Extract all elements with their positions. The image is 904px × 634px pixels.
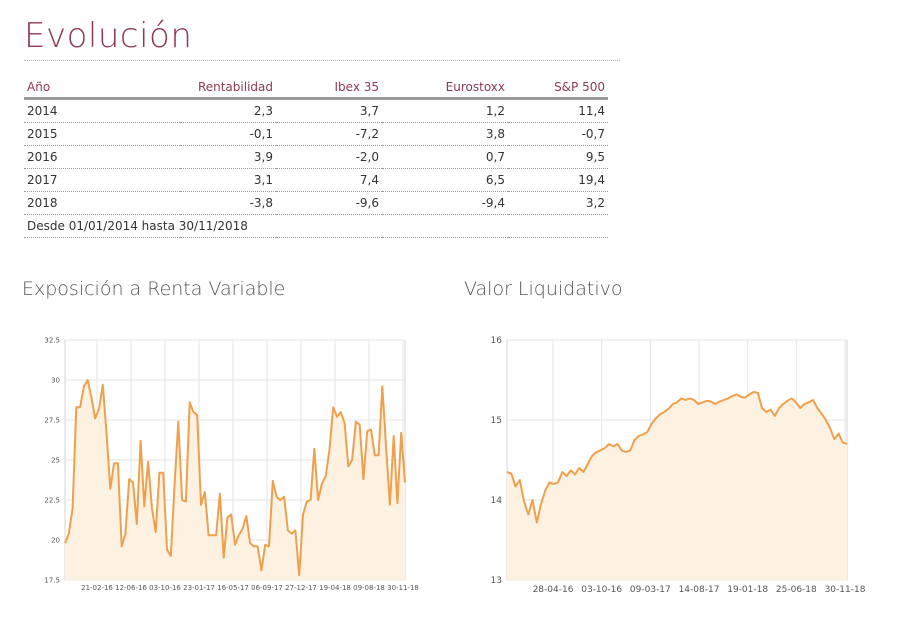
x-tick-label: 09-03-17 — [630, 585, 671, 595]
title-divider — [24, 60, 620, 61]
cell-eurostoxx: 0,7 — [382, 145, 508, 169]
cell-ibex35: 3,7 — [276, 98, 382, 123]
y-tick-label: 13 — [491, 576, 502, 586]
cell-sp500: 3,2 — [508, 191, 608, 215]
x-tick-label: 27-12-17 — [285, 584, 317, 592]
series-line — [64, 379, 406, 577]
x-tick-label: 30-11-18 — [387, 584, 419, 592]
chart-title-valor-liquidativo: Valor Liquidativo — [464, 278, 623, 300]
cell-eurostoxx: -9,4 — [382, 191, 508, 215]
x-tick-label: 14-08-17 — [679, 585, 720, 595]
table-row: 2015 -0,1 -7,2 3,8 -0,7 — [24, 122, 608, 146]
table-header-row: Año Rentabilidad Ibex 35 Eurostoxx S&P 5… — [24, 77, 608, 100]
y-tick-label: 30 — [51, 376, 60, 384]
x-tick-label: 28-04-16 — [533, 585, 574, 595]
y-tick-label: 17.5 — [44, 576, 60, 584]
header-eurostoxx: Eurostoxx — [382, 77, 508, 100]
x-tick-label: 03-10-16 — [581, 585, 622, 595]
performance-table: Año Rentabilidad Ibex 35 Eurostoxx S&P 5… — [24, 77, 608, 238]
cell-ibex35: -2,0 — [276, 145, 382, 169]
table-row: 2017 3,1 7,4 6,5 19,4 — [24, 168, 608, 192]
table-note-row: Desde 01/01/2014 hasta 30/11/2018 — [24, 214, 608, 238]
y-tick-label: 22.5 — [44, 496, 60, 504]
y-tick-label: 20 — [51, 536, 60, 544]
x-tick-label: 23-01-17 — [183, 584, 215, 592]
chart-0: 32.5 30 27.5 25 22.5 20 17.5 21-02-16 12-06-16 03… — [44, 336, 418, 592]
cell-rentabilidad: -0,1 — [180, 122, 276, 146]
series-area — [507, 392, 847, 580]
cell-rentabilidad: 2,3 — [180, 98, 276, 123]
table-row: 2016 3,9 -2,0 0,7 9,5 — [24, 145, 608, 169]
x-tick-label: 06-09-17 — [251, 584, 283, 592]
cell-sp500: 19,4 — [508, 168, 608, 192]
x-tick-label: 19-01-18 — [727, 585, 768, 595]
x-tick-label: 09-08-18 — [353, 584, 385, 592]
cell-year: 2014 — [24, 98, 180, 123]
x-tick-label: 12-06-16 — [115, 584, 147, 592]
table-row: 2014 2,3 3,7 1,2 11,4 — [24, 98, 608, 123]
chart-1: 16 15 14 13 28-04-16 03-10-16 09-03-17 14-08-17… — [491, 336, 866, 595]
cell-eurostoxx: 6,5 — [382, 168, 508, 192]
cell-sp500: -0,7 — [508, 122, 608, 146]
table-row: 2018 -3,8 -9,6 -9,4 3,2 — [24, 191, 608, 215]
header-rentabilidad: Rentabilidad — [180, 77, 276, 100]
series-line — [506, 391, 848, 524]
cell-ibex35: -9,6 — [276, 191, 382, 215]
chart-title-exposicion: Exposición a Renta Variable — [22, 278, 286, 300]
cell-rentabilidad: -3,8 — [180, 191, 276, 215]
y-tick-label: 25 — [51, 456, 60, 464]
header-sp500: S&P 500 — [508, 77, 608, 100]
cell-eurostoxx: 3,8 — [382, 122, 508, 146]
y-tick-label: 16 — [491, 336, 503, 346]
cell-year: 2016 — [24, 145, 180, 169]
cell-rentabilidad: 3,9 — [180, 145, 276, 169]
page-title: Evolución — [24, 16, 193, 56]
x-tick-label: 19-04-18 — [319, 584, 351, 592]
series-area — [65, 380, 405, 580]
y-tick-label: 32.5 — [44, 336, 60, 344]
cell-ibex35: -7,2 — [276, 122, 382, 146]
cell-year: 2015 — [24, 122, 180, 146]
cell-year: 2017 — [24, 168, 180, 192]
cell-year: 2018 — [24, 191, 180, 215]
x-tick-label: 25-06-18 — [776, 585, 817, 595]
cell-sp500: 11,4 — [508, 98, 608, 123]
x-tick-label: 30-11-18 — [825, 585, 866, 595]
x-tick-label: 16-05-17 — [217, 584, 249, 592]
header-year: Año — [24, 77, 180, 100]
date-range-note: Desde 01/01/2014 hasta 30/11/2018 — [24, 214, 608, 238]
cell-eurostoxx: 1,2 — [382, 98, 508, 123]
cell-rentabilidad: 3,1 — [180, 168, 276, 192]
x-tick-label: 21-02-16 — [81, 584, 113, 592]
cell-sp500: 9,5 — [508, 145, 608, 169]
y-tick-label: 15 — [491, 416, 502, 426]
y-tick-label: 14 — [491, 496, 503, 506]
header-ibex35: Ibex 35 — [276, 77, 382, 100]
x-tick-label: 03-10-16 — [149, 584, 181, 592]
cell-ibex35: 7,4 — [276, 168, 382, 192]
y-tick-label: 27.5 — [44, 416, 60, 424]
